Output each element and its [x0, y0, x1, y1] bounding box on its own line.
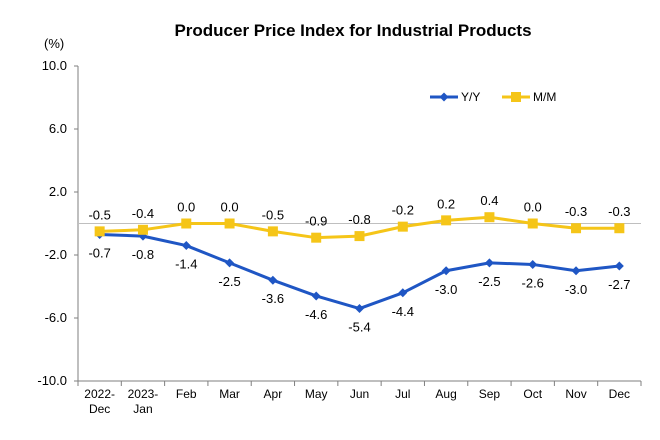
y-tick-label: 10.0	[42, 58, 67, 73]
data-point-mm	[181, 218, 192, 229]
data-point-yy	[571, 266, 581, 276]
y-tick-label: -2.0	[45, 247, 67, 262]
data-point-yy	[268, 275, 278, 285]
axes: 10.0 6.0 2.0 -2.0 -6.0 -10.0 2022-Dec 2023-Jan F…	[37, 58, 642, 416]
chart-title: Producer Price Index for Industrial Prod…	[174, 21, 531, 40]
x-tick-label: Apr	[264, 387, 283, 401]
x-tick-label: Feb	[176, 387, 197, 401]
data-label-yy: -3.6	[262, 291, 284, 306]
y-tick-label: -10.0	[37, 373, 67, 388]
data-point-mm	[614, 223, 625, 234]
data-point-yy	[355, 304, 364, 314]
data-point-mm	[484, 212, 495, 223]
data-point-mm	[267, 226, 278, 237]
data-label-mm: -0.2	[392, 203, 414, 218]
y-tick-label: 6.0	[49, 121, 67, 136]
data-point-yy	[311, 291, 321, 301]
data-point-mm	[441, 215, 452, 226]
data-label-yy: -1.4	[175, 257, 197, 272]
legend-label-mm: M/M	[533, 90, 556, 104]
data-point-yy	[398, 288, 408, 298]
series-layer	[94, 212, 625, 314]
data-label-yy: -2.6	[522, 275, 544, 290]
x-tick-label: Nov	[565, 387, 586, 401]
x-tick-label: Sep	[479, 387, 501, 401]
data-label-mm: 0.0	[177, 200, 195, 215]
x-tick-label: Oct	[523, 387, 542, 401]
data-label-mm: -0.5	[262, 207, 284, 222]
data-point-mm	[224, 218, 235, 229]
data-label-yy: -4.6	[305, 307, 327, 322]
data-label-mm: -0.5	[88, 207, 110, 222]
data-label-yy: -0.7	[88, 246, 110, 261]
data-label-mm: -0.3	[608, 204, 630, 219]
data-label-mm: -0.3	[565, 204, 587, 219]
x-tick-label: May	[305, 387, 328, 401]
data-label-mm: -0.9	[305, 214, 327, 229]
y-tick-label: 2.0	[49, 184, 67, 199]
data-label-yy: -2.5	[218, 274, 240, 289]
data-label-yy: -0.8	[132, 247, 154, 262]
x-tick-label: 2023-Jan	[128, 387, 159, 416]
data-point-mm	[354, 231, 365, 242]
legend-marker-yy	[439, 92, 449, 102]
data-point-yy	[181, 241, 191, 251]
data-label-mm: 0.4	[480, 193, 498, 208]
data-label-mm: -0.4	[132, 206, 154, 221]
data-point-yy	[225, 258, 235, 268]
data-labels-layer: -0.7 -0.8 -1.4 -2.5 -3.6 -4.6 -5.4 -4.4 -3.0 -2.5…	[88, 193, 630, 334]
data-label-yy: -2.7	[608, 277, 630, 292]
data-label-yy: -3.0	[565, 282, 587, 297]
data-point-yy	[484, 258, 494, 268]
data-point-mm	[94, 226, 105, 237]
data-point-mm	[397, 221, 408, 232]
data-label-mm: -0.8	[348, 212, 370, 227]
legend: Y/Y M/M	[430, 90, 556, 104]
x-tick-label: Aug	[435, 387, 456, 401]
x-tick-label: Dec	[609, 387, 630, 401]
data-label-mm: 0.2	[437, 196, 455, 211]
x-tick-label: Mar	[219, 387, 240, 401]
data-point-mm	[137, 224, 148, 235]
data-point-yy	[441, 266, 451, 276]
data-point-yy	[528, 259, 538, 269]
legend-label-yy: Y/Y	[461, 90, 480, 104]
x-tick-label: Jul	[395, 387, 410, 401]
x-tick-label: Jun	[350, 387, 369, 401]
data-point-mm	[311, 232, 322, 243]
data-label-yy: -4.4	[392, 304, 414, 319]
data-label-mm: 0.0	[221, 200, 239, 215]
x-tick-label: 2022-Dec	[84, 387, 115, 416]
y-tick-label: -6.0	[45, 310, 67, 325]
data-point-mm	[527, 218, 538, 229]
data-label-yy: -3.0	[435, 282, 457, 297]
y-axis-unit-label: (%)	[44, 36, 64, 51]
legend-marker-mm	[511, 92, 521, 102]
data-label-yy: -2.5	[478, 274, 500, 289]
data-label-yy: -5.4	[348, 320, 370, 335]
data-label-mm: 0.0	[524, 200, 542, 215]
data-point-yy	[614, 261, 624, 271]
data-point-mm	[571, 223, 582, 234]
